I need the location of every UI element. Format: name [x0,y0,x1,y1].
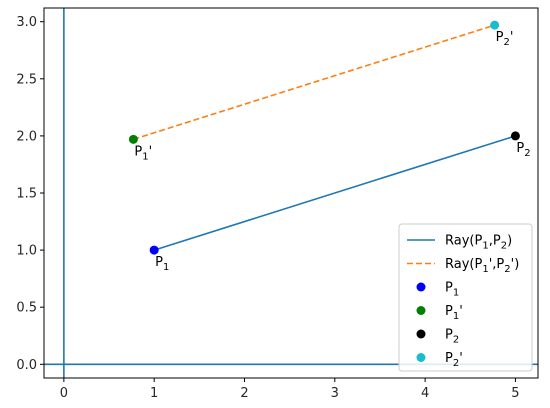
y-tick-label: 0.5 [16,301,37,316]
y-tick-label: 0.0 [16,358,37,373]
legend-label-point-3: P2 [445,328,459,346]
legend-swatch-point-2 [416,306,426,315]
y-tick-label: 1.0 [16,244,37,259]
point-label-4: P2' [496,30,514,48]
legend-box [398,223,533,372]
point-marker-4 [490,20,500,30]
legend-label-point-1: P1 [445,281,459,299]
x-tick-label: 3 [331,386,339,401]
x-tick-label: 0 [60,386,68,401]
y-tick-label: 2.0 [16,129,37,144]
point-marker-1 [149,245,159,255]
legend-label-series-2: Ray(P1',P2') [445,257,519,275]
y-tick-label: 2.5 [16,72,37,87]
y-tick-label: 3.0 [16,15,37,30]
point-label-3: P2 [516,141,530,159]
point-marker-3 [510,131,520,141]
legend-label-point-4: P2' [445,351,463,369]
x-tick-label: 2 [240,386,248,401]
legend-swatch-point-3 [416,329,426,339]
x-tick-label: 5 [511,386,519,401]
point-label-2: P1' [134,144,152,162]
legend-swatch-point-4 [416,353,426,362]
point-marker-2 [128,134,138,144]
x-tick-label: 4 [421,386,429,401]
series-line-1 [153,135,516,251]
legend-label-point-2: P1' [445,304,463,322]
legend-swatch-point-1 [416,282,426,292]
x-tick-label: 1 [150,386,158,401]
point-label-1: P1 [155,255,169,273]
plot-area: P1 P1' P2 P2' [43,7,539,379]
ticks: 0 1 2 3 4 5 0.0 0.5 1.0 1.5 2.0 2.5 3.0 [16,15,519,401]
series-line-2 [133,24,495,141]
y-tick-label: 1.5 [16,187,37,202]
legend-label-series-1: Ray(P1,P2) [445,234,512,252]
legend: Ray(P1,P2) Ray(P1',P2') P1 P1' P2 P2' [398,223,533,372]
